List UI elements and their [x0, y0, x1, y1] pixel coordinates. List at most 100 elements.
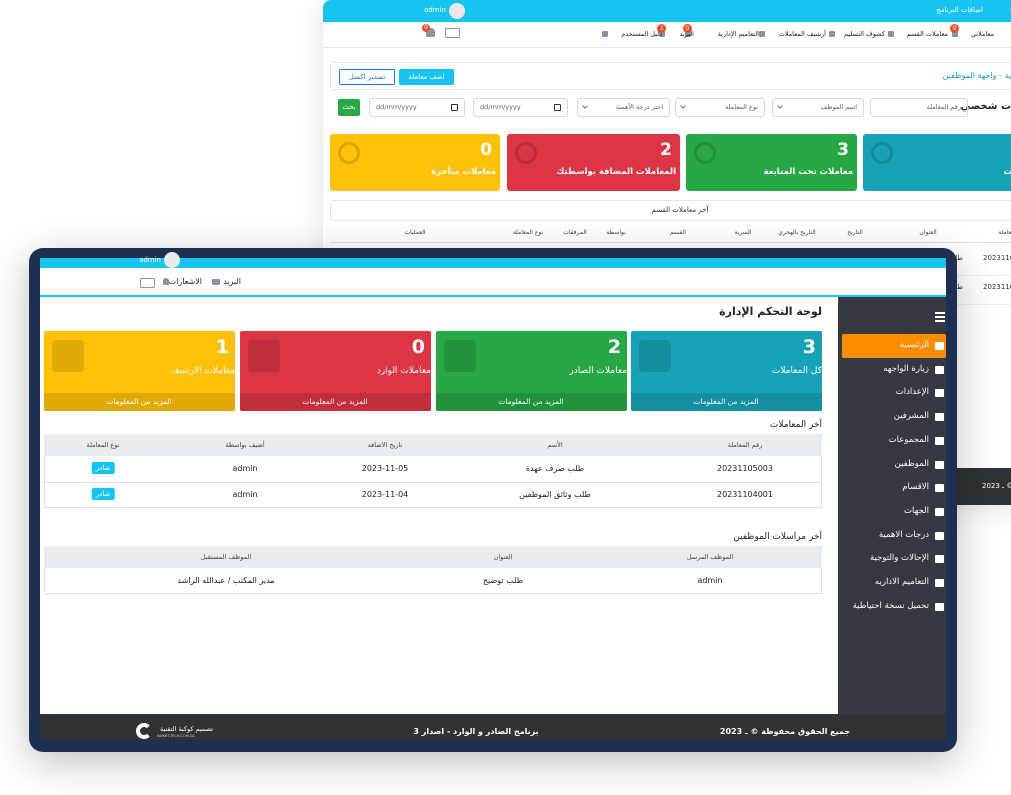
page-title: لوحة التحكم الإدارة [719, 305, 822, 318]
bell-icon [163, 278, 169, 285]
table-header: تاريخ الاضافه [367, 441, 403, 449]
footer-designer: تصميم كوكبة التقنية [159, 725, 213, 733]
card-count: 0 [411, 336, 425, 358]
nav-icon [828, 31, 835, 37]
card-label: المعاملات المضافة بواسطتك [556, 167, 676, 177]
card-icon [52, 340, 84, 372]
cell: مدير المكتب / عبدالله الراشد [177, 576, 275, 585]
card-footer[interactable] [631, 393, 822, 411]
search-field[interactable]: dd/mm/yyyy [369, 98, 465, 117]
user-name: admin [424, 6, 446, 14]
id-card-icon[interactable] [140, 278, 155, 288]
footer-copyright: جميع الحقوق محفوظة © ـ 2023 [719, 727, 850, 736]
card-count: 2 [660, 140, 672, 160]
card-footer[interactable] [240, 393, 431, 411]
menu-item[interactable]: زيارة الواجهه [883, 363, 929, 374]
card-more[interactable]: المزيد من المعلومات [302, 397, 368, 406]
search-field[interactable]: رقم المعاملة [870, 98, 968, 117]
search-field[interactable]: اختر درجة الأهمية [577, 98, 670, 117]
card-footer[interactable] [436, 393, 627, 411]
menu-item[interactable]: الإعدادات [895, 387, 929, 398]
card-more[interactable]: المزيد من المعلومات [693, 397, 759, 406]
card-count: 3 [802, 336, 816, 358]
table-header: العنوان [919, 229, 937, 236]
menu-item[interactable]: الرئيسية [899, 340, 929, 350]
search-field[interactable]: اسم الموظف [772, 98, 864, 117]
menu-toggle-bar [935, 320, 945, 322]
topbar-link[interactable]: النماذج [1010, 6, 1011, 14]
menu-toggle-bar [935, 316, 945, 318]
stat-card [240, 331, 431, 411]
add-button[interactable]: اضف معاملة [399, 69, 454, 85]
card-more[interactable]: المزيد من المعلومات [498, 397, 564, 406]
menu-item[interactable]: الموظفين [894, 458, 929, 469]
breadcrumb: الرئيسية - واجهة الموظفين [942, 71, 1011, 80]
nav-item[interactable]: كشوف التسليم [843, 30, 885, 38]
cell: admin [232, 464, 258, 473]
nav-icon [659, 31, 666, 37]
card-label: معاملات متأخرة [431, 167, 496, 177]
cell: admin [697, 576, 723, 585]
export-button[interactable]: تصدير اكسل [339, 69, 395, 85]
menu-item[interactable]: المجموعات [888, 434, 929, 445]
cell: 2023-11-04 [361, 490, 409, 499]
cell: 20231104001 [983, 283, 1011, 291]
avatar [164, 252, 180, 268]
table-head [44, 434, 822, 456]
menu-item[interactable]: التعاميم الاداريه [874, 577, 929, 587]
nav-badge: 0 [950, 24, 960, 33]
header-link[interactable]: الاشعارات [168, 277, 202, 286]
calendar-icon [451, 104, 458, 111]
card-icon [694, 142, 716, 164]
table-header: بواسطة [606, 229, 626, 236]
menu-item[interactable]: تحميل نسخة احتياطية [852, 600, 929, 611]
card-label: كل المعاملات [771, 366, 822, 376]
menu-item[interactable]: الإحالات والتوجية [870, 553, 929, 564]
logo-mark [136, 723, 152, 739]
card-count: 2 [607, 336, 621, 358]
front-topbar [40, 258, 946, 268]
card-label: معاملات الارشيف [170, 366, 235, 376]
stat-card [631, 331, 822, 411]
topbar-link[interactable]: اضافات البرنامج [936, 6, 983, 14]
search-field[interactable]: dd/mm/yyyy [473, 98, 568, 117]
menu-item[interactable]: المشرفين [893, 411, 929, 422]
menu-active[interactable] [842, 334, 946, 358]
section-title: آخر مراسلات الموظفين [733, 532, 822, 542]
table-header: رقم المعاملة [727, 441, 763, 449]
status-badge: صادر [91, 488, 115, 500]
menu-item[interactable]: الاقسام [902, 482, 929, 493]
menu-toggle-bar [935, 312, 945, 314]
cell: 20231105003 [717, 464, 773, 473]
table-header: العنوان [493, 553, 513, 561]
stat-card [44, 331, 235, 411]
nav-item[interactable]: معاملاتي [970, 30, 994, 38]
header-link[interactable]: البريد [223, 277, 241, 286]
card-more[interactable]: المزيد من المعلومات [106, 397, 172, 406]
search-button[interactable]: بحث [338, 99, 360, 116]
card-icon [639, 340, 671, 372]
cell: طلب صرف عهدة [525, 464, 585, 473]
stat-card [686, 134, 857, 191]
card-footer[interactable] [44, 393, 235, 411]
table-header: القسم [670, 229, 686, 236]
menu-item[interactable]: الجهات [904, 505, 929, 516]
table-header: السرية [734, 229, 752, 236]
table-header: المرفقات [563, 229, 587, 236]
nav-item[interactable]: دليل المستخدم [621, 30, 662, 38]
nav-item[interactable]: أرشيف المعاملات [778, 30, 826, 38]
menu-icon [935, 555, 944, 564]
nav-item[interactable]: التعاميم الإدارية [717, 30, 759, 38]
search-title: ت شخصي [960, 101, 1011, 112]
menu-item[interactable]: درجات الاهمية [878, 529, 929, 540]
search-field[interactable]: نوع المعاملة [675, 98, 765, 117]
nav-item[interactable]: معاملات القسم [906, 30, 948, 38]
front-header [40, 268, 946, 297]
nav-item[interactable]: البريد [679, 30, 694, 38]
id-card-icon[interactable] [445, 28, 460, 38]
bell-icon[interactable] [426, 28, 435, 37]
nav-badge: 1 [657, 24, 667, 33]
table-title-box [330, 200, 1011, 221]
menu-icon [935, 507, 944, 516]
footer-copyright: جميع الحقوق محفوظة © ـ 2023 [982, 482, 1011, 490]
